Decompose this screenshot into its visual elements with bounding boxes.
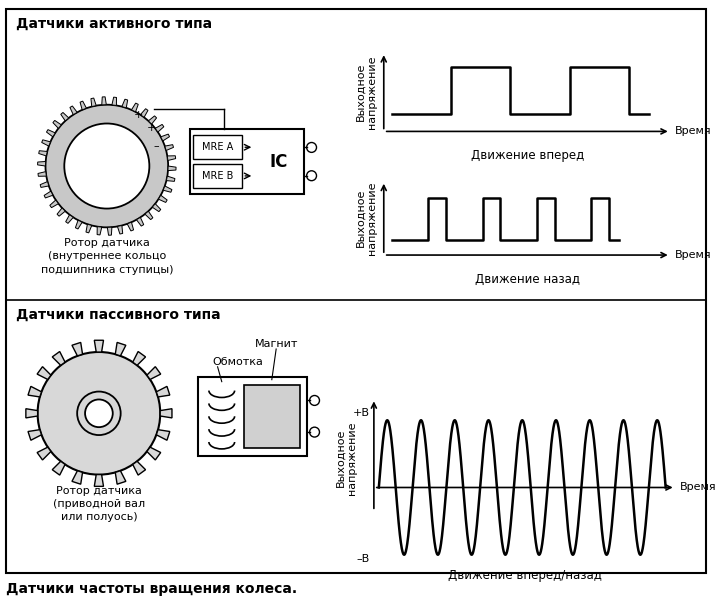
Polygon shape [155, 124, 164, 132]
Text: +: + [134, 110, 143, 119]
Polygon shape [168, 156, 175, 160]
Text: Движение назад: Движение назад [474, 273, 580, 286]
Circle shape [64, 124, 149, 209]
Polygon shape [160, 409, 172, 418]
Text: Время: Время [679, 482, 716, 493]
Polygon shape [57, 208, 65, 216]
Text: Датчики активного типа: Датчики активного типа [16, 17, 212, 31]
Polygon shape [118, 226, 123, 234]
Polygon shape [116, 343, 126, 356]
Polygon shape [28, 387, 41, 397]
Text: Выходное
напряжение: Выходное напряжение [355, 182, 377, 254]
Text: MRE B: MRE B [202, 171, 233, 181]
Polygon shape [157, 430, 170, 440]
Text: Обмотка: Обмотка [213, 357, 264, 367]
Polygon shape [147, 367, 161, 379]
Polygon shape [157, 387, 170, 397]
Polygon shape [112, 97, 116, 106]
Polygon shape [42, 140, 51, 146]
Polygon shape [80, 101, 87, 110]
Text: +: + [147, 124, 156, 133]
Polygon shape [52, 352, 65, 365]
Text: Датчики пассивного типа: Датчики пассивного типа [16, 308, 220, 321]
Bar [193, 164, 243, 188]
Polygon shape [75, 220, 82, 229]
Polygon shape [165, 145, 173, 151]
Polygon shape [145, 211, 153, 219]
Text: Выходное
напряжение: Выходное напряжение [355, 55, 377, 128]
Polygon shape [45, 105, 168, 227]
Polygon shape [37, 447, 51, 460]
Polygon shape [52, 461, 65, 475]
Polygon shape [53, 121, 61, 128]
Polygon shape [44, 191, 53, 198]
Polygon shape [116, 471, 126, 484]
Polygon shape [37, 367, 51, 379]
Polygon shape [108, 227, 112, 235]
Polygon shape [131, 103, 138, 112]
Circle shape [38, 352, 160, 475]
Polygon shape [133, 352, 146, 365]
Polygon shape [46, 130, 55, 137]
Polygon shape [127, 222, 134, 231]
Polygon shape [163, 186, 172, 192]
Polygon shape [66, 215, 73, 223]
Polygon shape [40, 182, 49, 188]
Polygon shape [91, 98, 96, 107]
Text: –В: –В [357, 554, 370, 564]
Bar [193, 135, 243, 159]
Polygon shape [72, 471, 82, 484]
Circle shape [77, 391, 121, 435]
Text: MRE A: MRE A [202, 142, 233, 152]
Text: Ротор датчика
(приводной вал
или полуось): Ротор датчика (приводной вал или полуось… [53, 485, 145, 522]
Text: Движение вперед/назад: Движение вперед/назад [448, 569, 601, 582]
Polygon shape [133, 461, 146, 475]
Polygon shape [70, 106, 77, 115]
Polygon shape [148, 116, 157, 124]
Polygon shape [61, 113, 69, 121]
Text: –: – [154, 141, 159, 151]
Polygon shape [86, 224, 92, 233]
Bar [190, 130, 304, 194]
Polygon shape [72, 343, 82, 356]
Polygon shape [28, 430, 41, 440]
Circle shape [85, 399, 113, 427]
Text: Выходное
напряжение: Выходное напряжение [336, 421, 357, 494]
Polygon shape [50, 200, 58, 207]
Text: Датчики частоты вращения колеса.: Датчики частоты вращения колеса. [6, 582, 297, 596]
Polygon shape [39, 151, 47, 156]
Polygon shape [140, 109, 148, 118]
Polygon shape [168, 166, 176, 171]
Text: Движение вперед: Движение вперед [471, 149, 584, 162]
Bar [243, 385, 300, 448]
Text: Ротор датчика
(внутреннее кольцо
подшипника ступицы): Ротор датчика (внутреннее кольцо подшипн… [40, 238, 173, 274]
Polygon shape [26, 409, 38, 418]
Polygon shape [152, 204, 161, 212]
Polygon shape [38, 172, 46, 176]
Polygon shape [166, 176, 175, 182]
Text: IC: IC [270, 153, 288, 171]
Polygon shape [95, 340, 103, 352]
Polygon shape [102, 97, 106, 105]
Text: Время: Время [674, 250, 711, 260]
Polygon shape [147, 447, 161, 460]
Polygon shape [122, 99, 128, 108]
Polygon shape [161, 134, 170, 141]
Text: Время: Время [674, 127, 711, 136]
Polygon shape [97, 227, 102, 235]
Bar [198, 377, 307, 456]
Polygon shape [95, 475, 103, 487]
Polygon shape [38, 162, 45, 166]
Text: +В: +В [353, 408, 370, 418]
Polygon shape [158, 195, 168, 203]
Polygon shape [136, 217, 144, 226]
Text: Магнит: Магнит [254, 339, 298, 349]
